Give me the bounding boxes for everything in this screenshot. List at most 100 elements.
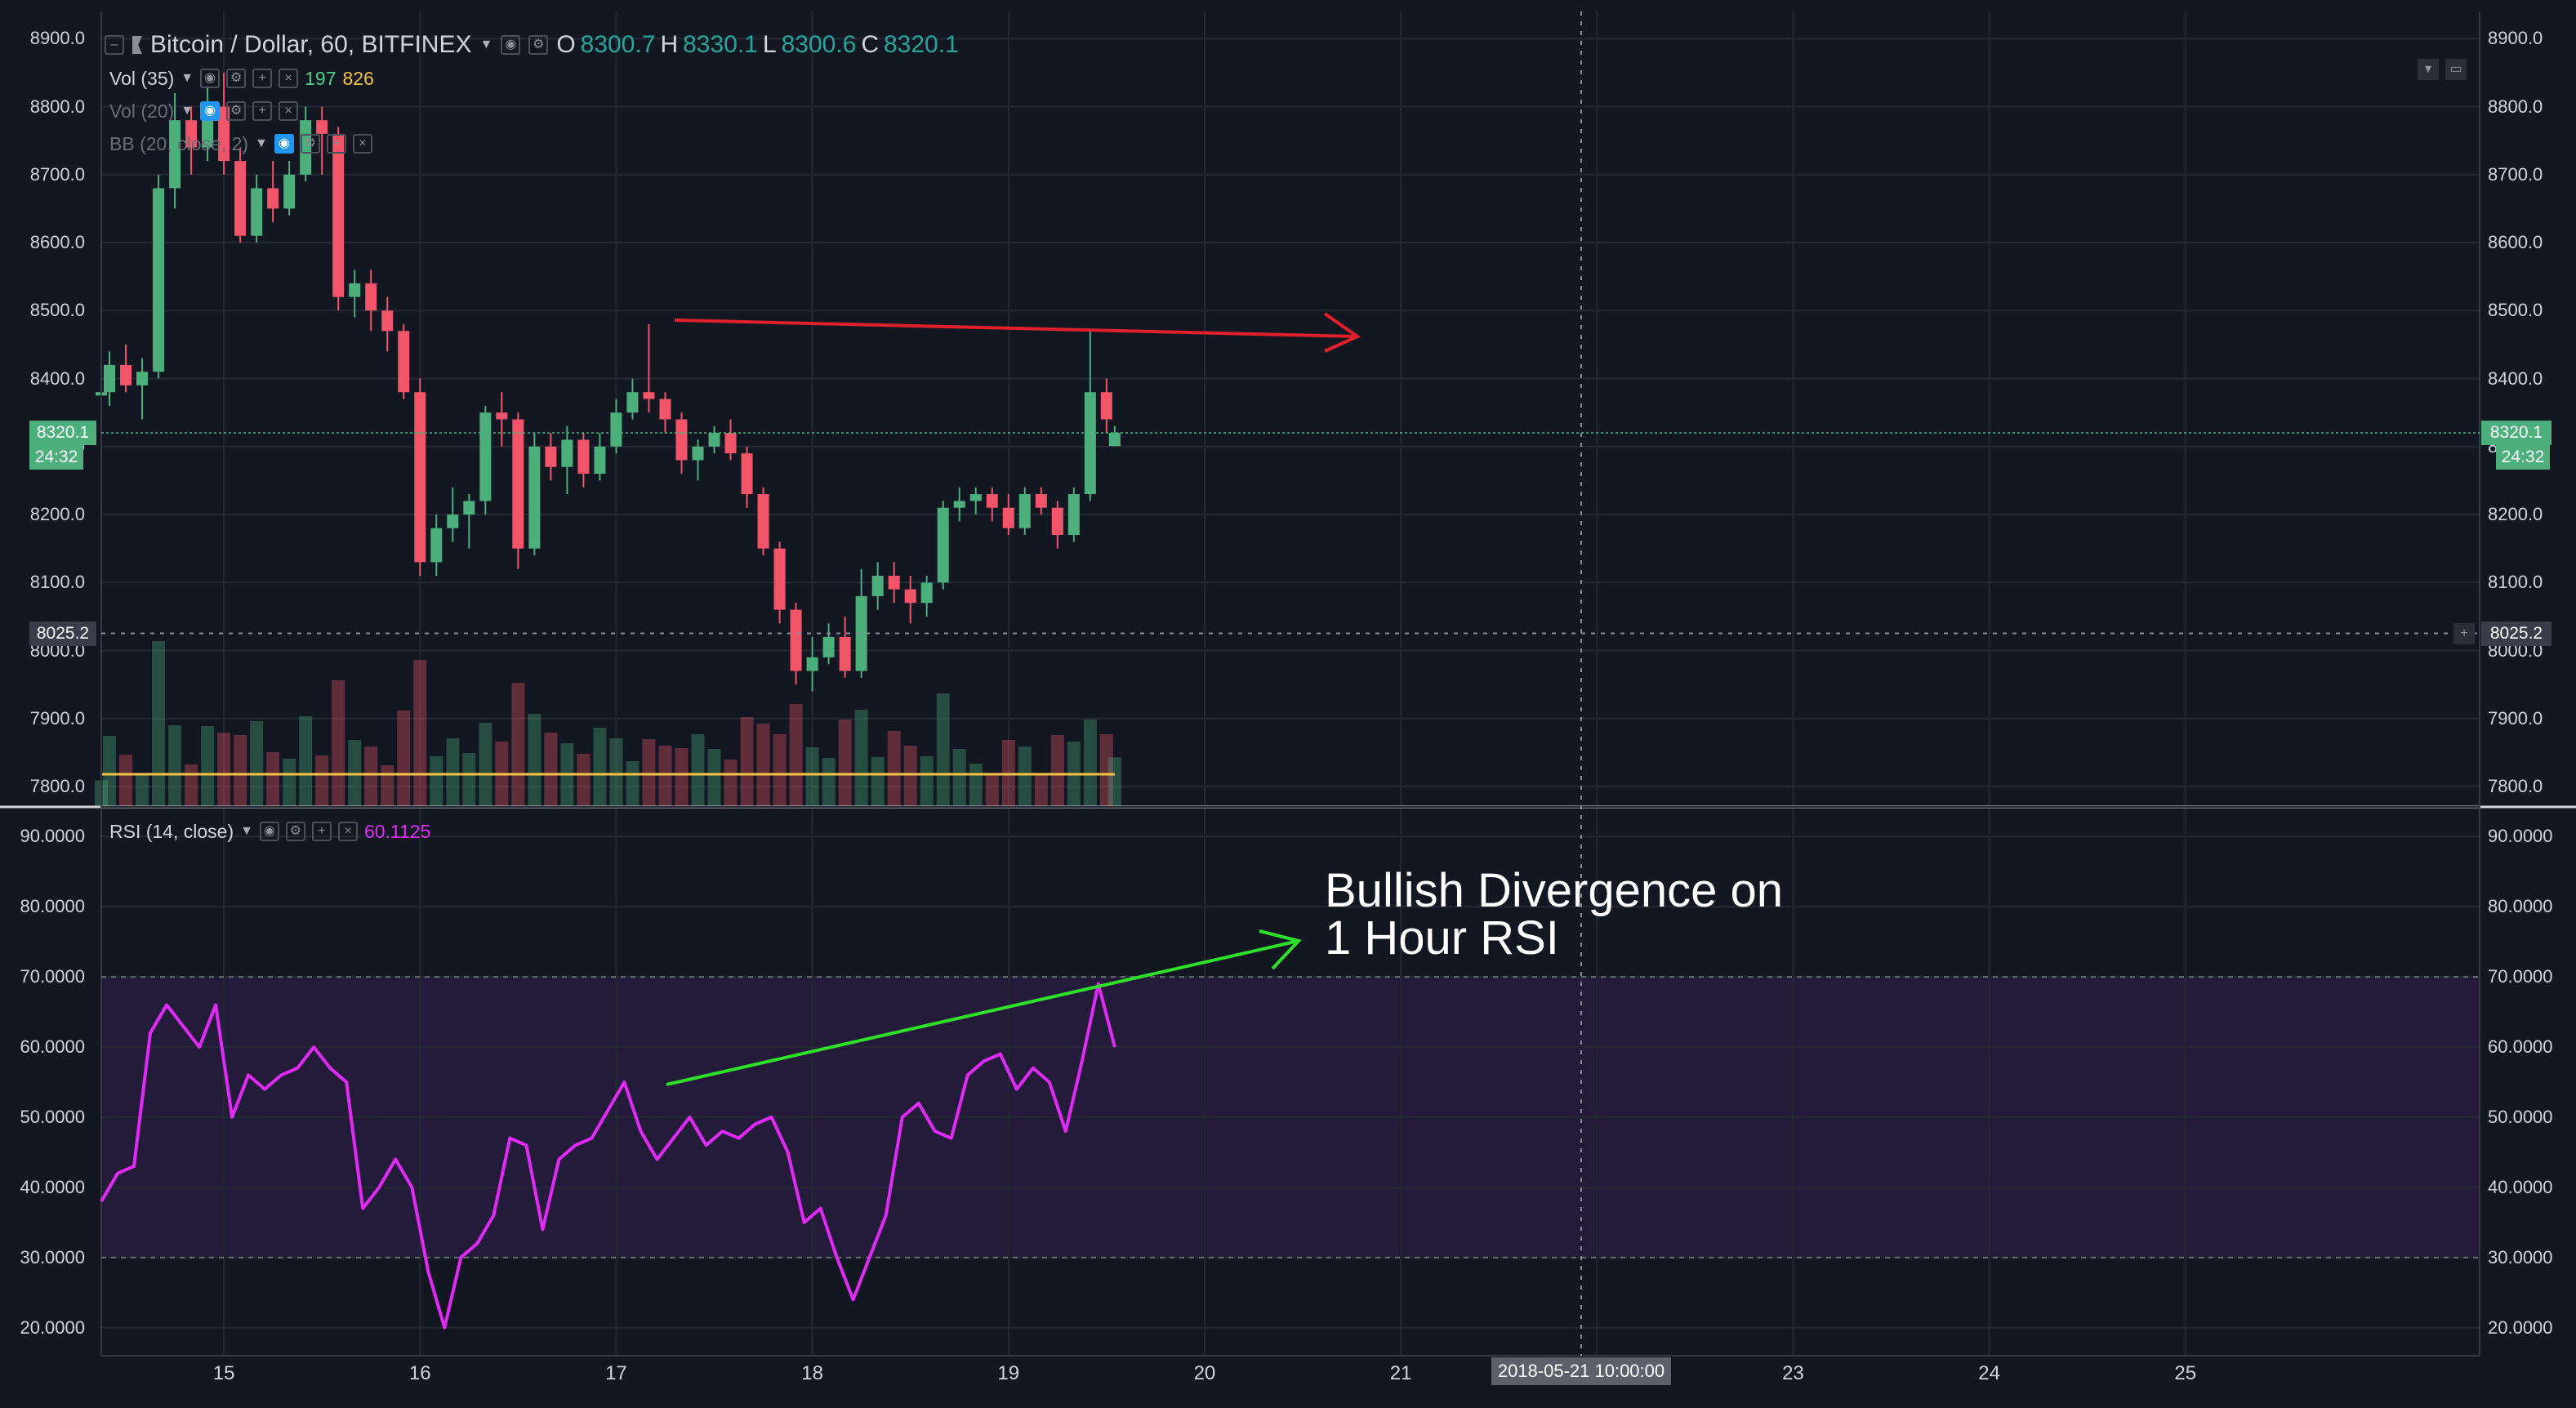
volume-bar [364,746,378,807]
volume-bar [479,723,492,807]
rsi-label[interactable]: RSI (14, close) [109,820,234,842]
volume-bar [691,734,705,807]
volume-bar [446,738,460,807]
gear-icon[interactable]: ⚙ [226,69,247,88]
rsi-tick-label: 60.0000 [2488,1036,2553,1058]
price-tick-label: 8900.0 [2488,28,2543,49]
candle-body [953,501,965,508]
add-alert-plus-icon[interactable]: + [2453,622,2475,644]
close-icon[interactable]: × [337,822,358,841]
rsi-value: 60.1125 [363,820,431,842]
price-tick-label: 8200.0 [2488,504,2543,525]
candle-body [185,120,198,148]
volume35-ma-value: 826 [342,67,374,89]
volume-bar [822,758,836,807]
price-tick-label: 7800.0 [2488,776,2543,797]
crosshair-time-value: 2018-05-21 10:00:00 [1497,1361,1665,1381]
candle-body [447,515,459,528]
candle-body [381,310,394,332]
volume-bar [283,759,296,807]
eye-icon[interactable]: ◉ [200,101,221,121]
time-tick-label: 15 [212,1362,235,1384]
candle-body [741,453,753,495]
maximize-icon[interactable]: ▭ [2445,59,2467,80]
gear-icon[interactable]: ⚙ [285,822,305,841]
eye-icon[interactable]: ◉ [259,822,279,841]
volume-bar [952,749,966,807]
candle-body [283,174,296,209]
volume-bar [724,760,738,807]
chevron-down-icon[interactable]: ▼ [479,38,493,51]
eye-icon[interactable]: ◉ [501,35,521,55]
chevron-down-icon[interactable]: ▼ [180,104,194,118]
divergence-annotation[interactable]: Bullish Divergence on 1 Hour RSI [1325,867,1783,962]
volume35-label[interactable]: Vol (35) [109,67,175,89]
eye-icon[interactable]: ◉ [200,69,221,88]
volume-bar [838,720,852,807]
candle-body [528,446,541,549]
time-tick-label: 17 [605,1362,627,1384]
ohlc-values: O 8300.7 H 8330.1 L 8300.6 C 8320.1 [556,31,958,59]
volume20-label[interactable]: Vol (20) [109,100,175,122]
plus-icon[interactable]: + [252,101,273,121]
resistance-arrow[interactable] [674,312,1362,353]
collapse-icon[interactable]: – [105,35,124,55]
close-icon[interactable]: × [279,101,299,121]
rsi-tick-label: 70.0000 [20,966,85,987]
price-tick-label: 8900.0 [29,28,85,49]
candle-body [986,494,998,508]
plus-icon[interactable]: + [311,822,332,841]
divergence-arrow[interactable] [666,929,1302,1086]
volume-bar [707,749,721,807]
chevron-down-icon[interactable]: ▼ [255,136,268,150]
rsi-tick-label: 90.0000 [2488,826,2553,847]
chevron-down-icon[interactable]: ▼ [180,71,194,85]
ohlc-open-key: O [556,31,576,58]
candle-body [1100,392,1112,420]
time-tick-label: 19 [997,1362,1020,1384]
symbol-title[interactable]: Bitcoin / Dollar, 60, BITFINEX [150,31,472,58]
close-icon[interactable]: × [279,69,299,88]
candles [96,72,1121,692]
plus-icon[interactable]: + [252,69,273,88]
volume-bar [871,757,885,807]
last-price-badge-left: 8320.1 [29,421,96,446]
candle-body [969,494,982,501]
scroll-down-icon[interactable]: ▾ [2418,59,2439,80]
volume-bar [1099,734,1113,807]
volume-bar [577,754,591,807]
rsi-tick-label: 50.0000 [2488,1106,2553,1127]
gear-icon[interactable]: ⚙ [300,134,320,154]
candle-body [822,636,835,657]
candle-body [496,412,508,420]
volume35-legend: Vol (35) ▼ ◉ ⚙ + × 197 826 [109,65,374,91]
close-icon[interactable]: × [352,134,372,154]
volume-bars [95,641,1121,807]
rsi-tick-label: 60.0000 [20,1036,85,1058]
price-tick-label: 8100.0 [29,572,85,593]
price-tick-label: 8700.0 [29,163,85,185]
volume-bar [103,736,117,807]
volume-bar [609,738,623,807]
gear-icon[interactable]: ⚙ [528,35,549,55]
price-tick-label: 8500.0 [2488,300,2543,321]
candle-body [1002,507,1014,528]
volume-bar [528,714,541,807]
chevron-down-icon[interactable]: ▼ [240,824,253,838]
candle-body [512,419,524,549]
volume-bar [119,755,133,807]
candle-body [545,446,557,467]
volume-bar [805,747,819,807]
plus-icon[interactable]: + [326,134,346,154]
ohlc-low-value: 8300.6 [781,31,857,58]
volume-bar [397,711,411,807]
volume20-legend: Vol (20) ▼ ◉ ⚙ + × [109,98,299,124]
eye-icon[interactable]: ◉ [274,134,294,154]
price-tick-label: 8200.0 [29,504,85,525]
candle-body [659,399,671,420]
candle-body [577,439,590,475]
gear-icon[interactable]: ⚙ [226,101,247,121]
bollinger-label[interactable]: BB (20, close, 2) [109,132,249,154]
time-tick-label: 16 [408,1362,431,1384]
